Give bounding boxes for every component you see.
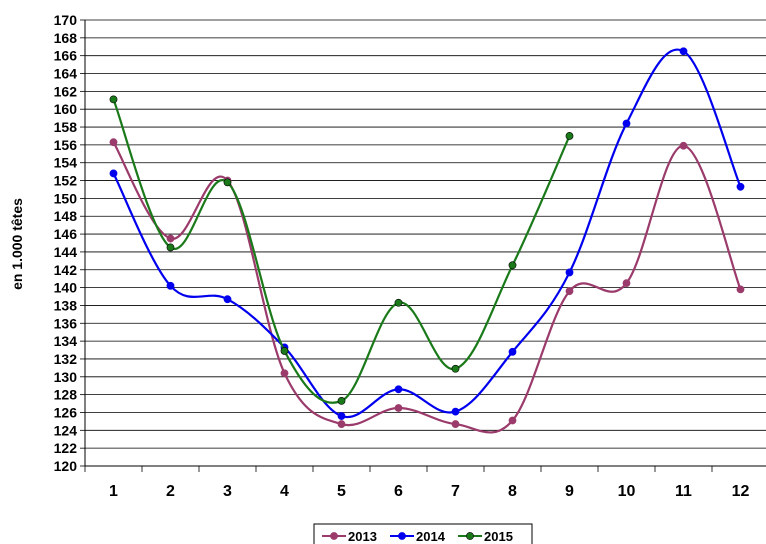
y-tick-label-164: 164 (54, 66, 78, 82)
y-tick-label-148: 148 (54, 208, 78, 224)
x-tick-label-8: 8 (508, 483, 517, 500)
point-2013-11 (679, 141, 688, 150)
point-2014-2 (166, 281, 175, 290)
point-2015-6 (394, 298, 403, 307)
point-2014-9 (565, 268, 574, 277)
x-tick-label-4: 4 (280, 483, 289, 500)
point-2015-4 (280, 347, 289, 355)
point-2013-5 (337, 420, 346, 428)
point-2015-2 (166, 243, 175, 252)
point-2013-8 (508, 416, 517, 425)
y-tick-label-150: 150 (54, 190, 78, 206)
point-2014-6 (394, 385, 403, 394)
point-2015-5 (337, 396, 346, 405)
y-tick-label-146: 146 (54, 226, 78, 242)
y-tick-label-142: 142 (54, 262, 78, 278)
point-2013-12 (736, 285, 745, 294)
series-2014 (109, 47, 745, 420)
series-group (109, 47, 745, 434)
y-tick-label-126: 126 (54, 404, 78, 420)
x-tick-label-10: 10 (618, 483, 636, 500)
point-2014-3 (223, 295, 232, 304)
x-tick-label-12: 12 (732, 483, 750, 500)
point-2014-7 (451, 407, 460, 416)
x-tick-label-9: 9 (565, 483, 574, 500)
point-2014-10 (622, 119, 631, 128)
point-2015-7 (451, 364, 460, 373)
x-tick-label-2: 2 (166, 483, 175, 500)
legend: 2013 2014 2015 (313, 523, 533, 544)
point-2014-11 (679, 47, 688, 56)
point-2013-4 (280, 369, 289, 378)
x-tick-label-6: 6 (394, 483, 403, 500)
legend-box (313, 523, 533, 544)
y-tick-label-138: 138 (54, 297, 78, 313)
point-2013-2 (166, 234, 175, 243)
y-tick-label-160: 160 (54, 101, 78, 117)
point-2013-7 (451, 420, 460, 428)
legend-label-2015: 2015 (484, 529, 513, 544)
y-tick-label-124: 124 (54, 422, 78, 438)
x-tick-label-5: 5 (337, 483, 346, 500)
point-2015-1 (109, 95, 118, 104)
y-tick-label-136: 136 (54, 315, 78, 331)
y-tick-label-128: 128 (54, 387, 78, 403)
y-tick-label-122: 122 (54, 440, 78, 456)
y-tick-label-166: 166 (54, 48, 78, 64)
point-2015-9 (565, 132, 574, 140)
series-2013 (109, 138, 745, 434)
y-tick-label-162: 162 (54, 83, 78, 99)
y-tick-label-134: 134 (54, 333, 78, 349)
x-axis-ticks: 1 2 3 4 5 6 7 8 9 10 11 12 (84, 466, 750, 500)
grid-lines (85, 19, 766, 467)
series-2015 (109, 95, 574, 405)
series-line-2013 (112, 141, 742, 434)
y-tick-label-130: 130 (54, 369, 78, 385)
y-tick-label-170: 170 (54, 12, 78, 28)
y-tick-label-168: 168 (54, 30, 78, 46)
x-tick-label-1: 1 (109, 483, 118, 500)
point-2013-1 (109, 138, 118, 147)
point-2013-6 (394, 404, 403, 412)
point-2014-5 (337, 412, 346, 420)
y-tick-label-156: 156 (54, 137, 78, 153)
legend-marker-2013 (330, 532, 338, 540)
axes (84, 20, 766, 467)
y-tick-label-158: 158 (54, 119, 78, 135)
legend-label-2014: 2014 (416, 529, 446, 544)
point-2013-9 (565, 287, 574, 296)
point-2014-1 (109, 169, 118, 178)
x-tick-label-11: 11 (675, 483, 692, 500)
legend-marker-2014 (398, 532, 406, 540)
point-2014-12 (736, 182, 745, 191)
x-tick-label-7: 7 (451, 483, 460, 500)
point-2014-8 (508, 347, 517, 356)
y-tick-label-140: 140 (54, 280, 78, 296)
legend-label-2013: 2013 (348, 529, 377, 544)
point-2015-8 (508, 261, 517, 270)
y-tick-label-154: 154 (54, 155, 78, 171)
point-2013-10 (622, 279, 631, 288)
y-tick-label-152: 152 (54, 173, 78, 189)
point-2015-3 (223, 178, 232, 187)
legend-marker-2015 (466, 532, 474, 540)
y-axis-label: en 1.000 têtes (9, 198, 25, 290)
y-tick-label-132: 132 (54, 351, 78, 367)
y-tick-label-120: 120 (54, 458, 78, 474)
y-tick-label-144: 144 (54, 244, 78, 260)
x-tick-label-3: 3 (223, 483, 232, 500)
